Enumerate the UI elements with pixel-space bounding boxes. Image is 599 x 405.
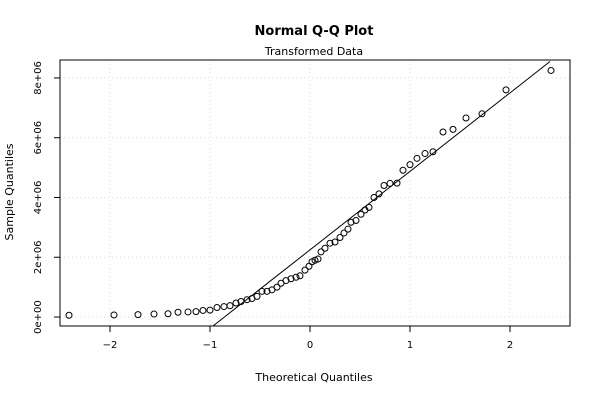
y-tick-label: 8e+06: [33, 61, 44, 95]
data-point: [253, 292, 261, 300]
data-point: [406, 161, 414, 169]
data-point: [547, 66, 555, 74]
data-point: [199, 306, 207, 314]
x-tick-label: 0: [307, 340, 313, 351]
data-point: [340, 229, 348, 237]
x-tick-label: −2: [103, 340, 118, 351]
data-point: [192, 308, 200, 316]
data-point: [326, 239, 334, 247]
data-point: [150, 310, 158, 318]
data-point: [370, 193, 378, 201]
data-point: [220, 303, 228, 311]
data-point: [184, 308, 192, 316]
data-point: [273, 283, 281, 291]
data-point: [243, 296, 251, 304]
data-point: [449, 125, 457, 133]
y-tick-label: 0e+00: [33, 300, 44, 334]
data-point: [287, 275, 295, 283]
data-point: [352, 216, 360, 224]
y-tick-label: 2e+06: [33, 240, 44, 274]
data-point: [344, 225, 352, 233]
data-point: [336, 234, 344, 242]
data-point: [65, 311, 73, 319]
grid-lines: [60, 60, 570, 326]
data-point: [110, 311, 118, 319]
data-point: [462, 114, 470, 122]
data-point: [292, 273, 300, 281]
data-point: [296, 272, 304, 280]
axes: −2 −1 0 1 2 0e+00 2e+06 4e+06 6e+06 8e+06: [33, 61, 513, 351]
data-point: [365, 203, 373, 211]
data-points: [65, 66, 555, 319]
data-point: [478, 110, 486, 118]
x-tick-label: 1: [407, 340, 413, 351]
data-point: [263, 287, 271, 295]
data-point: [357, 210, 365, 218]
data-point: [317, 248, 325, 256]
data-point: [226, 302, 234, 310]
data-point: [421, 150, 429, 158]
data-point: [174, 308, 182, 316]
data-point: [314, 255, 322, 263]
data-point: [439, 128, 447, 136]
x-tick-label: 2: [507, 340, 513, 351]
x-tick-label: −1: [203, 340, 218, 351]
data-point: [321, 244, 329, 252]
chart-subtitle: Transformed Data: [264, 45, 363, 58]
y-tick-label: 4e+06: [33, 181, 44, 215]
data-point: [502, 86, 510, 94]
data-point: [429, 148, 437, 156]
data-point: [213, 303, 221, 311]
data-point: [206, 306, 214, 314]
data-point: [331, 238, 339, 246]
data-point: [232, 299, 240, 307]
data-point: [399, 166, 407, 174]
data-point: [413, 154, 421, 162]
x-axis-label: Theoretical Quantiles: [254, 371, 372, 384]
data-point: [134, 311, 142, 319]
data-point: [375, 190, 383, 198]
data-point: [380, 182, 388, 190]
plot-frame: [59, 59, 571, 327]
chart-title: Normal Q-Q Plot: [255, 24, 374, 39]
data-point: [386, 179, 394, 187]
y-axis-label: Sample Quantiles: [3, 143, 16, 240]
data-point: [393, 179, 401, 187]
data-point: [311, 256, 319, 264]
data-point: [258, 287, 266, 295]
data-point: [164, 310, 172, 318]
y-tick-label: 6e+06: [33, 121, 44, 155]
data-point: [301, 266, 309, 274]
